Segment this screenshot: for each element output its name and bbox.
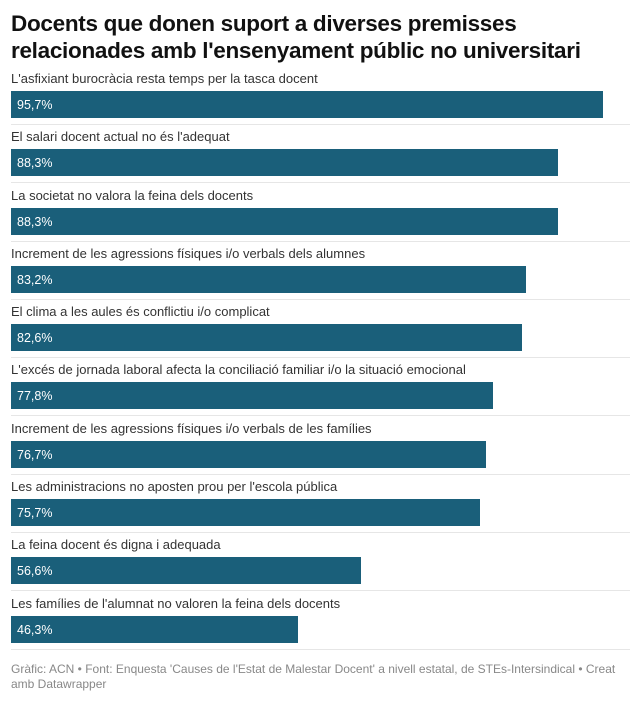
bar: 46,3% <box>11 615 298 643</box>
bar: 83,2% <box>11 265 526 293</box>
category-label: El clima a les aules és conflictiu i/o c… <box>11 304 270 320</box>
bar: 82,6% <box>11 324 523 352</box>
value-label: 88,3% <box>17 156 53 171</box>
bar: 56,6% <box>11 557 362 585</box>
bar-row: La societat no valora la feina dels doce… <box>0 185 640 243</box>
row-divider <box>11 124 630 125</box>
category-label: Increment de les agressions físiques i/o… <box>11 420 372 436</box>
bar-row: Increment de les agressions físiques i/o… <box>0 418 640 476</box>
value-label: 95,7% <box>17 98 53 112</box>
bar-row: Les famílies de l'alumnat no valoren la … <box>0 593 640 651</box>
row-divider <box>11 182 630 184</box>
bar-row: L'excés de jornada laboral afecta la con… <box>0 359 640 417</box>
category-label: Les administracions no aposten prou per … <box>11 479 338 495</box>
bar: 88,3% <box>11 207 558 235</box>
row-divider <box>11 240 630 242</box>
bar: 88,3% <box>11 149 558 177</box>
value-label: 56,6% <box>17 564 53 579</box>
row-divider <box>11 590 630 592</box>
bar-row: Increment de les agressions físiques i/o… <box>0 243 640 301</box>
category-label: La societat no valora la feina dels doce… <box>11 187 254 203</box>
row-divider <box>11 298 630 300</box>
category-label: Les famílies de l'alumnat no valoren la … <box>11 595 341 611</box>
bar-row: El salari docent actual no és l'adequat 8… <box>0 126 640 184</box>
row-divider <box>11 532 630 534</box>
bar: 76,7% <box>11 440 486 468</box>
value-label: 83,2% <box>17 272 53 287</box>
row-divider <box>11 357 630 359</box>
bar: 95,7% <box>11 91 604 118</box>
bar-row: L'asfixiant burocràcia resta temps per l… <box>0 68 640 126</box>
bar-row: Les administracions no aposten prou per … <box>0 476 640 534</box>
category-label: Increment de les agressions físiques i/o… <box>11 245 366 261</box>
bar-chart: L'asfixiant burocràcia resta temps per l… <box>0 68 640 651</box>
chart-title: Docents que donen suport a diverses prem… <box>11 11 581 63</box>
category-label: L'excés de jornada laboral afecta la con… <box>11 362 466 378</box>
value-label: 77,8% <box>17 389 53 404</box>
bar: 75,7% <box>11 499 480 527</box>
bar: 77,8% <box>11 382 493 410</box>
row-divider <box>11 415 630 417</box>
value-label: 75,7% <box>17 506 53 521</box>
category-label: La feina docent és digna i adequada <box>11 537 221 553</box>
value-label: 82,6% <box>17 331 53 346</box>
value-label: 76,7% <box>17 447 53 462</box>
bar-row: El clima a les aules és conflictiu i/o c… <box>0 301 640 359</box>
row-divider <box>11 648 630 650</box>
chart-footer: Gràfic: ACN • Font: Enquesta 'Causes de … <box>11 662 616 691</box>
value-label: 88,3% <box>17 214 53 229</box>
category-label: El salari docent actual no és l'adequat <box>11 129 230 145</box>
row-divider <box>11 473 630 475</box>
category-label: L'asfixiant burocràcia resta temps per l… <box>11 71 318 86</box>
bar-row: La feina docent és digna i adequada 56,6% <box>0 534 640 592</box>
value-label: 46,3% <box>17 622 53 637</box>
